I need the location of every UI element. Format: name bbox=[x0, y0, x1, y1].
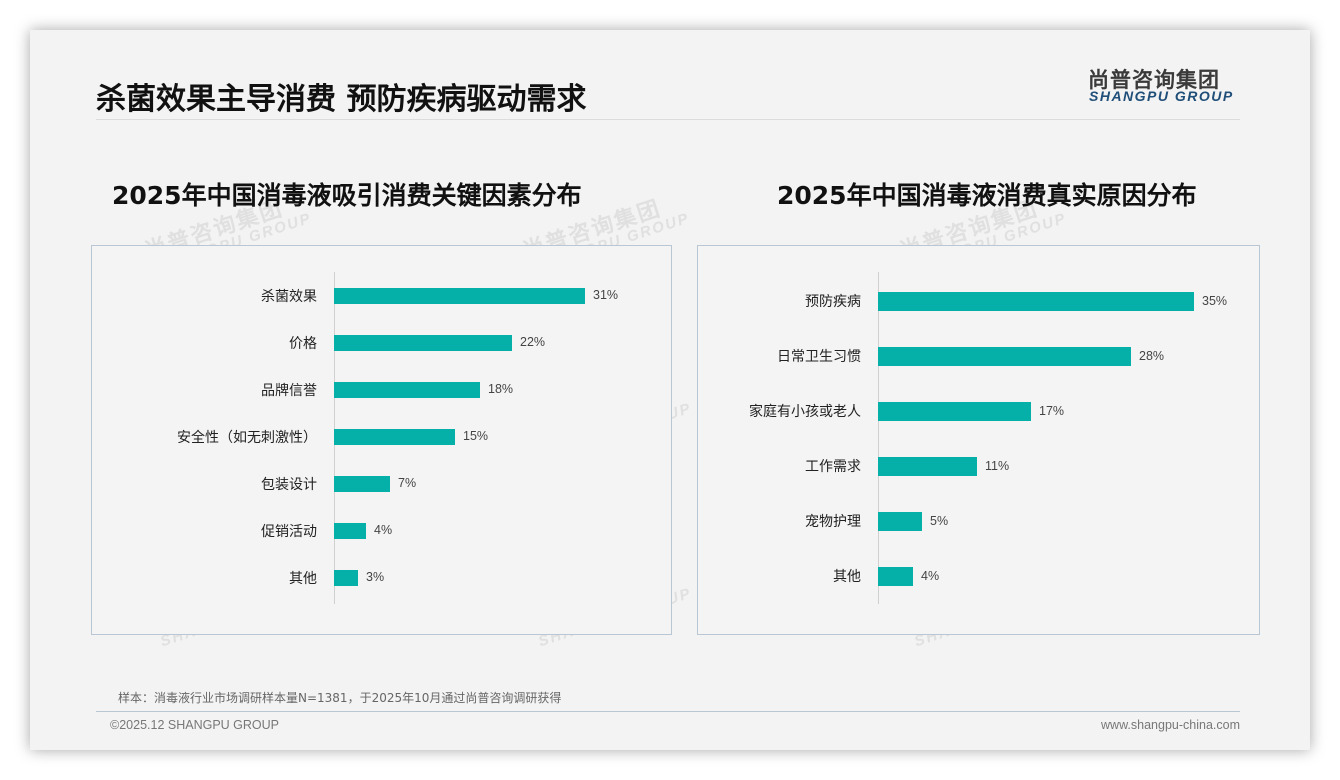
bar-value: 22% bbox=[520, 335, 546, 349]
bar bbox=[334, 382, 480, 398]
bar-label: 工作需求 bbox=[805, 459, 861, 475]
bar bbox=[334, 429, 455, 445]
bar-label: 日常卫生习惯 bbox=[777, 349, 861, 365]
bar-value: 15% bbox=[463, 429, 489, 443]
left-chart-title: 2025年中国消毒液吸引消费关键因素分布 bbox=[112, 181, 582, 210]
bar-label: 品牌信誉 bbox=[261, 383, 317, 399]
logo-english: SHANGPU GROUP bbox=[1089, 88, 1234, 104]
bar-value: 17% bbox=[1039, 404, 1065, 418]
bar-value: 35% bbox=[1202, 294, 1228, 308]
bar-label: 其他 bbox=[833, 569, 861, 585]
website-link[interactable]: www.shangpu-china.com bbox=[1101, 718, 1240, 732]
bar bbox=[878, 292, 1194, 311]
bar-value: 28% bbox=[1139, 349, 1165, 363]
bar bbox=[878, 567, 913, 586]
bar-label: 包装设计 bbox=[261, 477, 317, 493]
bar bbox=[878, 402, 1031, 421]
bar-label: 预防疾病 bbox=[805, 294, 861, 310]
bar-label: 杀菌效果 bbox=[261, 289, 317, 305]
bar-label: 促销活动 bbox=[261, 524, 317, 540]
bar bbox=[334, 523, 366, 539]
bar-value: 31% bbox=[593, 288, 619, 302]
bar bbox=[334, 335, 512, 351]
bar-label: 其他 bbox=[289, 571, 317, 587]
sample-footnote: 样本：消毒液行业市场调研样本量N=1381，于2025年10月通过尚普咨询调研获… bbox=[118, 691, 562, 705]
bar-label: 家庭有小孩或老人 bbox=[749, 404, 861, 420]
bar-value: 11% bbox=[985, 459, 1010, 473]
bar bbox=[334, 288, 585, 304]
bar-value: 4% bbox=[921, 569, 940, 583]
bar-value: 4% bbox=[374, 523, 393, 537]
bar bbox=[334, 570, 358, 586]
slide: 杀菌效果主导消费 预防疾病驱动需求 尚普咨询集团 SHANGPU GROUP 尚… bbox=[30, 30, 1310, 750]
bar bbox=[878, 457, 977, 476]
bar bbox=[878, 347, 1131, 366]
page-title: 杀菌效果主导消费 预防疾病驱动需求 bbox=[96, 82, 587, 117]
logo-chinese: 尚普咨询集团 bbox=[1088, 68, 1220, 92]
bar-label: 宠物护理 bbox=[805, 514, 861, 530]
right-chart-axis bbox=[878, 272, 879, 604]
copyright: ©2025.12 SHANGPU GROUP bbox=[110, 718, 279, 732]
bar-value: 3% bbox=[366, 570, 385, 584]
bar-label: 价格 bbox=[289, 336, 317, 352]
bar-value: 5% bbox=[930, 514, 949, 528]
bar bbox=[878, 512, 922, 531]
bar bbox=[334, 476, 390, 492]
right-chart-title: 2025年中国消毒液消费真实原因分布 bbox=[777, 181, 1197, 210]
bar-label: 安全性（如无刺激性） bbox=[177, 430, 317, 446]
footer-divider bbox=[96, 711, 1240, 712]
bar-value: 7% bbox=[398, 476, 417, 490]
bar-value: 18% bbox=[488, 382, 514, 396]
header-divider bbox=[96, 119, 1240, 120]
